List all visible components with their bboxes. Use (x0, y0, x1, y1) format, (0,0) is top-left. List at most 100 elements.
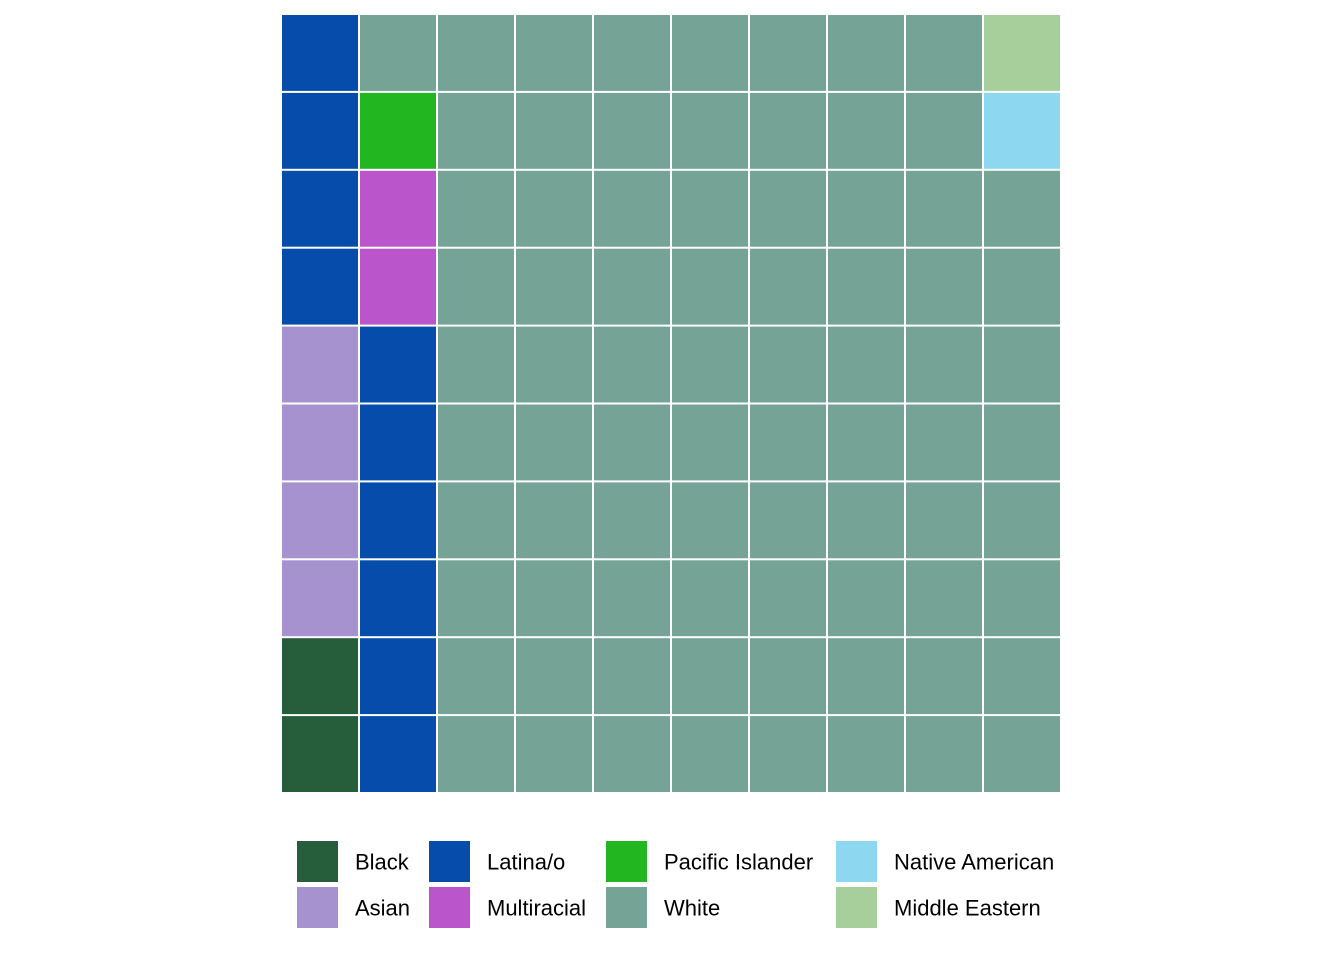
waffle-cell-white (594, 15, 670, 91)
waffle-cell-white (438, 248, 514, 325)
waffle-cell-white (516, 170, 592, 247)
waffle-cell-white (594, 482, 670, 559)
waffle-cell-latina-o (360, 326, 436, 403)
waffle-cell-white (516, 716, 592, 792)
waffle-cell-white (828, 404, 904, 481)
waffle-cell-white (906, 92, 982, 169)
waffle-cell-white (516, 638, 592, 715)
waffle-cell-white (828, 716, 904, 792)
waffle-cell-white (672, 326, 748, 403)
waffle-cell-white (984, 716, 1060, 792)
waffle-cell-white (984, 560, 1060, 637)
waffle-cell-white (906, 638, 982, 715)
waffle-cell-white (984, 638, 1060, 715)
waffle-cell-latina-o (282, 170, 358, 247)
waffle-cell-latina-o (282, 15, 358, 91)
waffle-cells (282, 15, 1060, 792)
waffle-cell-latina-o (360, 482, 436, 559)
waffle-cell-latina-o (360, 716, 436, 792)
waffle-cell-latina-o (360, 638, 436, 715)
waffle-cell-latina-o (282, 248, 358, 325)
legend-key-white (606, 887, 647, 928)
waffle-cell-latina-o (360, 404, 436, 481)
waffle-cell-white (750, 560, 826, 637)
legend-item-latina-o: Latina/o (429, 841, 565, 882)
waffle-cell-white (906, 482, 982, 559)
legend-key-native-american (836, 841, 877, 882)
waffle-cell-multiracial (360, 248, 436, 325)
legend-item-pacific-islander: Pacific Islander (606, 841, 813, 882)
waffle-cell-white (750, 716, 826, 792)
waffle-cell-asian (282, 482, 358, 559)
waffle-cell-white (750, 170, 826, 247)
waffle-cell-white (750, 92, 826, 169)
legend-label-asian: Asian (355, 896, 410, 921)
waffle-cell-white (828, 92, 904, 169)
legend-item-middle-eastern: Middle Eastern (836, 887, 1041, 928)
waffle-cell-white (906, 170, 982, 247)
waffle-cell-white (672, 716, 748, 792)
legend-key-multiracial (429, 887, 470, 928)
waffle-cell-white (438, 15, 514, 91)
waffle-cell-white (984, 482, 1060, 559)
waffle-cell-white (516, 248, 592, 325)
legend-key-latina-o (429, 841, 470, 882)
waffle-cell-white (906, 404, 982, 481)
legend-label-white: White (664, 896, 720, 921)
legend-label-black: Black (355, 850, 410, 875)
waffle-cell-white (750, 15, 826, 91)
waffle-cell-white (750, 326, 826, 403)
waffle-cell-white (594, 326, 670, 403)
waffle-cell-white (594, 92, 670, 169)
waffle-cell-pacific-islander (360, 92, 436, 169)
waffle-cell-white (516, 92, 592, 169)
waffle-cell-white (750, 248, 826, 325)
waffle-cell-white (828, 638, 904, 715)
waffle-cell-native-american (984, 92, 1060, 169)
legend-item-multiracial: Multiracial (429, 887, 586, 928)
legend-key-middle-eastern (836, 887, 877, 928)
waffle-cell-white (828, 15, 904, 91)
waffle-cell-asian (282, 404, 358, 481)
waffle-cell-black (282, 716, 358, 792)
waffle-cell-white (438, 638, 514, 715)
legend-item-white: White (606, 887, 720, 928)
waffle-cell-white (594, 170, 670, 247)
waffle-cell-white (594, 716, 670, 792)
waffle-cell-white (672, 482, 748, 559)
waffle-cell-white (984, 404, 1060, 481)
waffle-cell-white (594, 638, 670, 715)
legend-item-native-american: Native American (836, 841, 1054, 882)
waffle-cell-white (906, 326, 982, 403)
waffle-cell-asian (282, 560, 358, 637)
waffle-cell-white (438, 482, 514, 559)
legend-label-multiracial: Multiracial (487, 896, 586, 921)
waffle-cell-white (360, 15, 436, 91)
waffle-cell-white (594, 404, 670, 481)
waffle-cell-white (906, 15, 982, 91)
waffle-cell-white (672, 15, 748, 91)
legend-key-black (297, 841, 338, 882)
legend-label-middle-eastern: Middle Eastern (894, 896, 1041, 921)
waffle-cell-white (516, 404, 592, 481)
waffle-cell-white (516, 560, 592, 637)
waffle-cell-white (438, 560, 514, 637)
waffle-cell-white (750, 638, 826, 715)
waffle-cell-white (984, 326, 1060, 403)
legend-label-pacific-islander: Pacific Islander (664, 850, 813, 875)
legend-label-latina-o: Latina/o (487, 850, 565, 875)
waffle-cell-white (672, 560, 748, 637)
waffle-cell-white (672, 404, 748, 481)
waffle-cell-black (282, 638, 358, 715)
waffle-cell-white (906, 248, 982, 325)
waffle-cell-latina-o (360, 560, 436, 637)
legend-key-asian (297, 887, 338, 928)
waffle-cell-white (594, 248, 670, 325)
waffle-cell-white (438, 326, 514, 403)
waffle-cell-white (828, 560, 904, 637)
waffle-cell-white (516, 482, 592, 559)
waffle-cell-white (438, 92, 514, 169)
waffle-cell-middle-eastern (984, 15, 1060, 91)
waffle-cell-white (906, 716, 982, 792)
waffle-cell-white (516, 15, 592, 91)
